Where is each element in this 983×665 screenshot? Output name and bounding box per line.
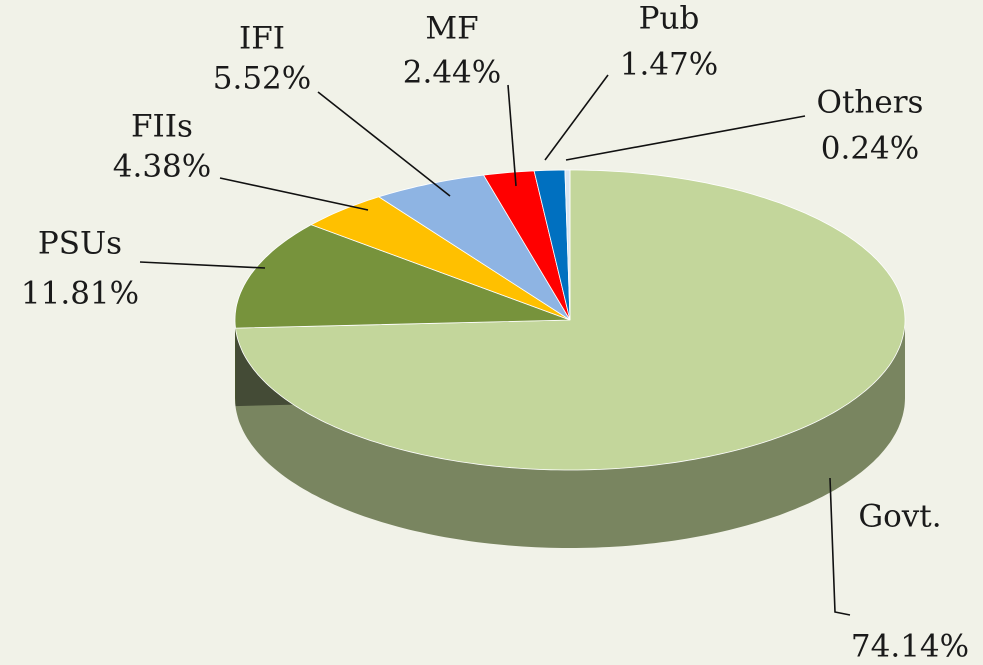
slice	[482, 170, 571, 321]
slice	[310, 196, 571, 321]
leader-line	[565, 115, 806, 161]
slice	[377, 174, 571, 321]
value-label: 11.81%	[21, 276, 139, 312]
leader-line	[219, 177, 369, 211]
leader-line	[507, 84, 517, 187]
slice	[564, 169, 571, 321]
slice	[533, 169, 571, 321]
category-label: PSUs	[38, 226, 122, 262]
value-label: 2.44%	[403, 55, 501, 91]
pie-tops	[234, 169, 906, 471]
labels: Govt. 74.14% PSUs 11.81% FIIs 4.38% IFI 5.52% MF…	[21, 1, 969, 665]
leader-line	[829, 477, 851, 616]
leader-line	[139, 261, 266, 269]
value-label: 5.52%	[213, 61, 311, 97]
slice-side	[235, 320, 236, 407]
slice-side	[235, 320, 905, 548]
category-label: IFI	[239, 21, 285, 57]
leader-line	[317, 91, 451, 197]
leader-line	[544, 74, 609, 161]
category-label: Pub	[639, 1, 700, 37]
category-label: Govt.	[858, 499, 941, 535]
slice	[234, 224, 571, 329]
value-label: 0.24%	[821, 131, 919, 167]
value-label: 1.47%	[620, 47, 718, 83]
category-label: FIIs	[131, 109, 193, 145]
value-label: 74.14%	[851, 629, 969, 665]
category-label: MF	[425, 11, 478, 47]
value-label: 4.38%	[113, 149, 211, 185]
category-label: Others	[817, 85, 924, 121]
